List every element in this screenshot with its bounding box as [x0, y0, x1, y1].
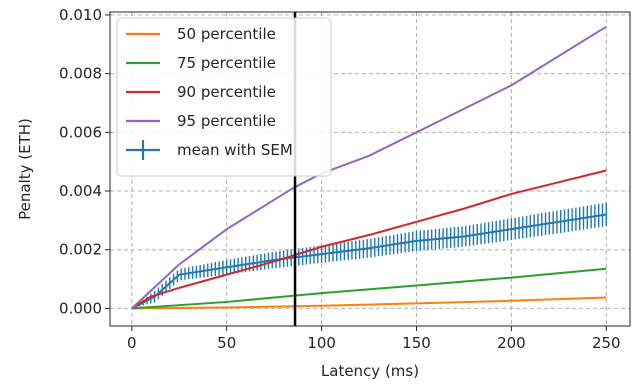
x-axis-label: Latency (ms): [321, 362, 419, 380]
y-tick-label: 0.006: [59, 123, 102, 141]
y-tick-label: 0.002: [59, 241, 102, 259]
y-tick-label: 0.008: [59, 65, 102, 83]
y-tick-label: 0.010: [59, 6, 102, 24]
axes-frame: [109, 11, 631, 327]
legend-label: 90 percentile: [177, 83, 276, 101]
series-line-75-percentile: [131, 267, 607, 310]
series-line-90-percentile: [131, 169, 607, 310]
legend: 50 percentile 75 percentile 90 percentile 9…: [116, 17, 332, 177]
series-line-95-percentile: [131, 25, 607, 310]
x-tick-label: 100: [307, 334, 336, 352]
y-axis-label: Penalty (ETH): [16, 118, 34, 220]
x-tick-label: 0: [127, 334, 137, 352]
legend-label: 95 percentile: [177, 112, 276, 130]
legend-label: 75 percentile: [177, 54, 276, 72]
legend-label: mean with SEM: [177, 141, 293, 159]
y-tick-label: 0.000: [59, 299, 102, 317]
x-tick-label: 250: [592, 334, 621, 352]
series-line-50-percentile: [131, 296, 607, 310]
tick-layer: 0 50 100 150 200 250 0.000 0.002 0.004 0.006 0.008…: [59, 6, 621, 352]
legend-label: 50 percentile: [177, 25, 276, 43]
x-tick-label: 150: [402, 334, 431, 352]
mean-line: [131, 213, 607, 310]
y-tick-label: 0.004: [59, 182, 102, 200]
x-tick-label: 50: [217, 334, 236, 352]
x-tick-label: 200: [497, 334, 526, 352]
legend-box: [116, 17, 332, 177]
